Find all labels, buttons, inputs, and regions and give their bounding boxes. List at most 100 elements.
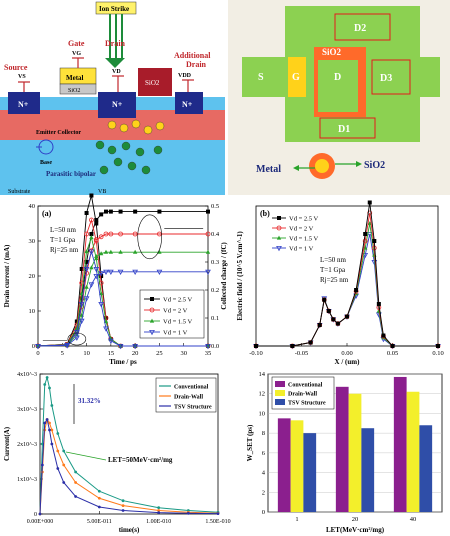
device-cross-section: N+ N+ N+ Metal SiO2 SiO2 Ion Strike Sour… xyxy=(0,1,225,195)
add-drain-nplus-region xyxy=(175,92,203,114)
chart-b-point xyxy=(372,239,377,243)
metal-legend-label: Metal xyxy=(256,164,281,175)
chart-a-charge-point xyxy=(157,209,162,214)
chart-a-charge-point xyxy=(64,343,71,349)
chart-a-current-point xyxy=(79,267,84,271)
chart-b-ylabel: Electric field / (10^5 V.cm^-1) xyxy=(236,231,244,321)
carrier-dot xyxy=(113,157,123,167)
chart-d-ytick-label: 0 xyxy=(262,509,265,516)
chart-a-current-point xyxy=(132,344,139,350)
chart-c-point xyxy=(56,449,60,453)
chart-b-legend-marker xyxy=(276,235,282,240)
chart-b-point xyxy=(367,200,372,205)
parasitic-bipolar-label: Parasitic bipolar xyxy=(46,170,96,178)
chart-d-bar xyxy=(348,393,362,512)
chart-a-charge-point xyxy=(132,249,138,254)
carrier-dot xyxy=(153,145,163,155)
chart-c-ytick-label: 2x10^-3 xyxy=(17,442,37,448)
chart-a-current-point xyxy=(79,280,85,286)
chart-c-point xyxy=(56,432,60,435)
chart-b-point xyxy=(366,232,373,238)
chart-a-xlabel: Time / ps xyxy=(109,358,137,366)
chart-a-charge-point xyxy=(108,209,113,214)
chart-c-legend-label: Conventional xyxy=(174,385,209,391)
chart-c-legend-label: TSV Structure xyxy=(174,405,212,411)
chart-b-point xyxy=(322,297,327,302)
carrier-dot xyxy=(107,145,117,155)
chart-b: -0.10 -0.05 0.00 0.05 0.10 Vd = 2.5 V Vd = 2 V… xyxy=(236,200,444,366)
d3-label: D3 xyxy=(380,73,392,84)
chart-b-xtick-label: 0.10 xyxy=(432,350,443,357)
d-label: D xyxy=(334,72,341,83)
chart-c-point xyxy=(97,489,101,493)
chart-a-y2tick-label: 0.2 xyxy=(211,287,219,294)
d1-label: D1 xyxy=(338,124,350,135)
chart-c-ylabel: Current(A) xyxy=(3,426,11,461)
metal-label: Metal xyxy=(66,74,84,82)
chart-c-ytick-label: 0 xyxy=(34,512,37,518)
chart-a-charge-point xyxy=(132,269,139,276)
vb-label: VB xyxy=(98,189,106,195)
chart-d-ytick-label: 14 xyxy=(259,371,266,378)
chart-b-plot: -0.10 -0.05 0.00 0.05 0.10 Vd = 2.5 V Vd = 2 V… xyxy=(249,200,444,357)
gate-oxide xyxy=(59,83,97,95)
chart-a-charge-point xyxy=(35,344,41,350)
chart-a-current-point xyxy=(103,326,109,332)
chart-d: 0 2 4 6 8 10 12 14 1 20 40 Conventional Drain-Wall TS… xyxy=(244,368,450,536)
additional-drain-voltage-label: VDD xyxy=(178,73,192,79)
chart-a-xtick-label: 30 xyxy=(180,350,187,357)
carrier-dot xyxy=(95,140,105,150)
chart-a-charge-line xyxy=(37,251,208,347)
chart-a-current-point xyxy=(89,193,94,198)
chart-b-point xyxy=(326,309,331,313)
emitter-collector-label: Emitter Collector xyxy=(36,130,81,136)
chart-c-point xyxy=(56,467,60,470)
chart-c-point xyxy=(43,383,47,386)
chart-c-point xyxy=(74,470,77,474)
chart-a-xtick-label: 25 xyxy=(156,350,163,357)
chart-a-charge-point xyxy=(98,251,104,256)
drain-nplus-region xyxy=(98,92,136,118)
chart-a-charge-point xyxy=(107,269,114,276)
chart-a-current-point xyxy=(89,217,94,223)
chart-a-y2label: Collected charge / (fC) xyxy=(220,242,228,310)
carrier-dot xyxy=(99,165,109,175)
chart-a-current-point xyxy=(117,344,124,350)
sio2-pointer-arrow xyxy=(356,161,362,167)
chart-a-current-point xyxy=(93,238,99,244)
chart-a-charge-point xyxy=(118,209,123,214)
chart-d-ytick-label: 4 xyxy=(262,470,266,477)
additional-drain-label: Additional xyxy=(174,51,211,60)
chart-d-ytick-label: 8 xyxy=(262,430,265,437)
chart-a-xtick-label: 0 xyxy=(36,350,39,357)
chart-b-point xyxy=(354,288,359,292)
chart-d-xlabel: LET(MeV·cm²/mg) xyxy=(326,526,385,534)
chart-d-bar xyxy=(290,420,304,512)
chart-d-ytick-label: 10 xyxy=(259,410,266,417)
chart-b-point xyxy=(317,323,322,327)
additional-drain-label-2: Drain xyxy=(186,60,207,69)
chart-a-current-point xyxy=(98,302,105,308)
chart-c-line xyxy=(39,418,219,515)
chart-d-bar xyxy=(406,391,420,512)
chart-a-note-3: Rj=25 nm xyxy=(50,246,79,254)
chart-a-xtick-label: 5 xyxy=(61,350,64,357)
chart-a-charge-point xyxy=(88,282,95,288)
gate-oxide-label: SiO2 xyxy=(68,88,80,94)
chart-a-charge-point xyxy=(103,231,109,237)
chart-a-charge-point xyxy=(157,249,162,254)
chart-a-ytick-label: 0 xyxy=(32,343,35,350)
chart-b-legend-marker xyxy=(276,246,282,252)
chart-b-point xyxy=(367,210,373,216)
chart-c-xtick-label: 1.00E-010 xyxy=(146,519,171,525)
chart-c-point xyxy=(62,481,66,484)
chart-a-charge-point xyxy=(84,260,89,264)
chart-a-ytick-label: 30 xyxy=(29,238,36,245)
chart-a-xtick-label: 20 xyxy=(132,350,139,357)
chart-b-point xyxy=(362,238,368,244)
chart-a-charge-point xyxy=(94,218,99,222)
chart-a-y2tick-label: 0.1 xyxy=(211,315,219,322)
chart-c-point xyxy=(45,376,49,379)
chart-a-legend-marker xyxy=(150,297,154,301)
chart-d-xtick-label: 20 xyxy=(352,516,359,523)
